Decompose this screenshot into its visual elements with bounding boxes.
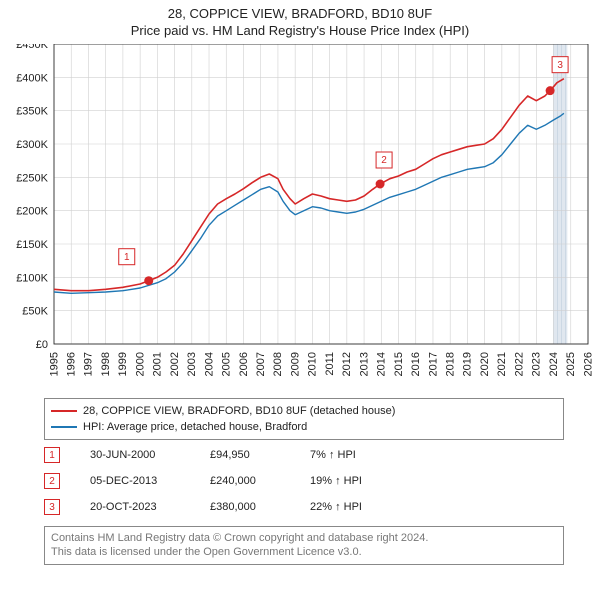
sale-date: 30-JUN-2000 — [90, 449, 210, 461]
svg-text:2015: 2015 — [393, 352, 405, 376]
svg-text:2007: 2007 — [255, 352, 267, 376]
svg-text:£400K: £400K — [16, 72, 48, 84]
sale-date: 05-DEC-2013 — [90, 475, 210, 487]
svg-text:2004: 2004 — [203, 352, 215, 376]
svg-text:£300K: £300K — [16, 139, 48, 151]
svg-text:1: 1 — [124, 252, 130, 263]
svg-text:1995: 1995 — [48, 352, 60, 376]
svg-text:£450K: £450K — [16, 44, 48, 51]
title-address: 28, COPPICE VIEW, BRADFORD, BD10 8UF — [0, 6, 600, 21]
sale-diff: 19% ↑ HPI — [310, 475, 410, 487]
legend-label: 28, COPPICE VIEW, BRADFORD, BD10 8UF (de… — [83, 405, 395, 417]
sale-marker-box: 1 — [44, 447, 60, 463]
chart-legend: 28, COPPICE VIEW, BRADFORD, BD10 8UF (de… — [44, 398, 564, 440]
sale-date: 20-OCT-2023 — [90, 501, 210, 513]
svg-text:2019: 2019 — [462, 352, 474, 376]
sale-price: £240,000 — [210, 475, 310, 487]
svg-text:2008: 2008 — [272, 352, 284, 376]
svg-text:£200K: £200K — [16, 206, 48, 218]
svg-text:1996: 1996 — [66, 352, 78, 376]
svg-text:£350K: £350K — [16, 106, 48, 118]
sale-row: 3 20-OCT-2023 £380,000 22% ↑ HPI — [44, 494, 410, 520]
svg-text:2006: 2006 — [238, 352, 250, 376]
sale-row: 2 05-DEC-2013 £240,000 19% ↑ HPI — [44, 468, 410, 494]
svg-text:2005: 2005 — [221, 352, 233, 376]
sale-row: 1 30-JUN-2000 £94,950 7% ↑ HPI — [44, 442, 410, 468]
svg-text:2026: 2026 — [582, 352, 594, 376]
title-subtitle: Price paid vs. HM Land Registry's House … — [0, 23, 600, 38]
svg-text:£50K: £50K — [22, 306, 48, 318]
svg-text:2024: 2024 — [548, 352, 560, 376]
svg-text:2020: 2020 — [479, 352, 491, 376]
sale-price: £380,000 — [210, 501, 310, 513]
svg-text:2011: 2011 — [324, 352, 336, 376]
svg-text:2016: 2016 — [410, 352, 422, 376]
attribution-line: This data is licensed under the Open Gov… — [51, 545, 557, 559]
svg-text:£100K: £100K — [16, 272, 48, 284]
svg-text:2003: 2003 — [186, 352, 198, 376]
svg-text:2014: 2014 — [376, 352, 388, 376]
svg-text:2012: 2012 — [341, 352, 353, 376]
svg-text:2021: 2021 — [496, 352, 508, 376]
attribution-box: Contains HM Land Registry data © Crown c… — [44, 526, 564, 565]
sale-marker-box: 3 — [44, 499, 60, 515]
svg-text:2013: 2013 — [358, 352, 370, 376]
chart-area: £0 £50K £100K £150K £200K £250K £300K £350K £400… — [0, 44, 600, 401]
svg-text:£150K: £150K — [16, 239, 48, 251]
svg-text:£250K: £250K — [16, 172, 48, 184]
svg-text:1998: 1998 — [100, 352, 112, 376]
svg-text:2000: 2000 — [134, 352, 146, 376]
sale-marker-box: 2 — [44, 473, 60, 489]
svg-text:2022: 2022 — [513, 352, 525, 376]
legend-item-hpi: HPI: Average price, detached house, Brad… — [51, 419, 557, 435]
svg-text:1997: 1997 — [83, 352, 95, 376]
svg-text:2001: 2001 — [152, 352, 164, 376]
sale-diff: 22% ↑ HPI — [310, 501, 410, 513]
sale-diff: 7% ↑ HPI — [310, 449, 410, 461]
svg-text:1999: 1999 — [117, 352, 129, 376]
chart-titles: 28, COPPICE VIEW, BRADFORD, BD10 8UF Pri… — [0, 0, 600, 38]
svg-text:2010: 2010 — [307, 352, 319, 376]
line-chart: £0 £50K £100K £150K £200K £250K £300K £350K £400… — [0, 44, 600, 396]
sales-table: 1 30-JUN-2000 £94,950 7% ↑ HPI 2 05-DEC-… — [44, 442, 410, 520]
legend-swatch — [51, 426, 77, 428]
legend-swatch — [51, 410, 77, 412]
svg-text:2009: 2009 — [289, 352, 301, 376]
svg-text:£0: £0 — [36, 339, 48, 351]
svg-text:2018: 2018 — [444, 352, 456, 376]
attribution-line: Contains HM Land Registry data © Crown c… — [51, 531, 557, 545]
legend-item-price-paid: 28, COPPICE VIEW, BRADFORD, BD10 8UF (de… — [51, 403, 557, 419]
sale-price: £94,950 — [210, 449, 310, 461]
svg-text:2017: 2017 — [427, 352, 439, 376]
svg-text:2023: 2023 — [531, 352, 543, 376]
legend-label: HPI: Average price, detached house, Brad… — [83, 421, 307, 433]
svg-text:2025: 2025 — [565, 352, 577, 376]
svg-text:2002: 2002 — [169, 352, 181, 376]
svg-text:2: 2 — [381, 155, 387, 166]
svg-text:3: 3 — [557, 60, 563, 71]
